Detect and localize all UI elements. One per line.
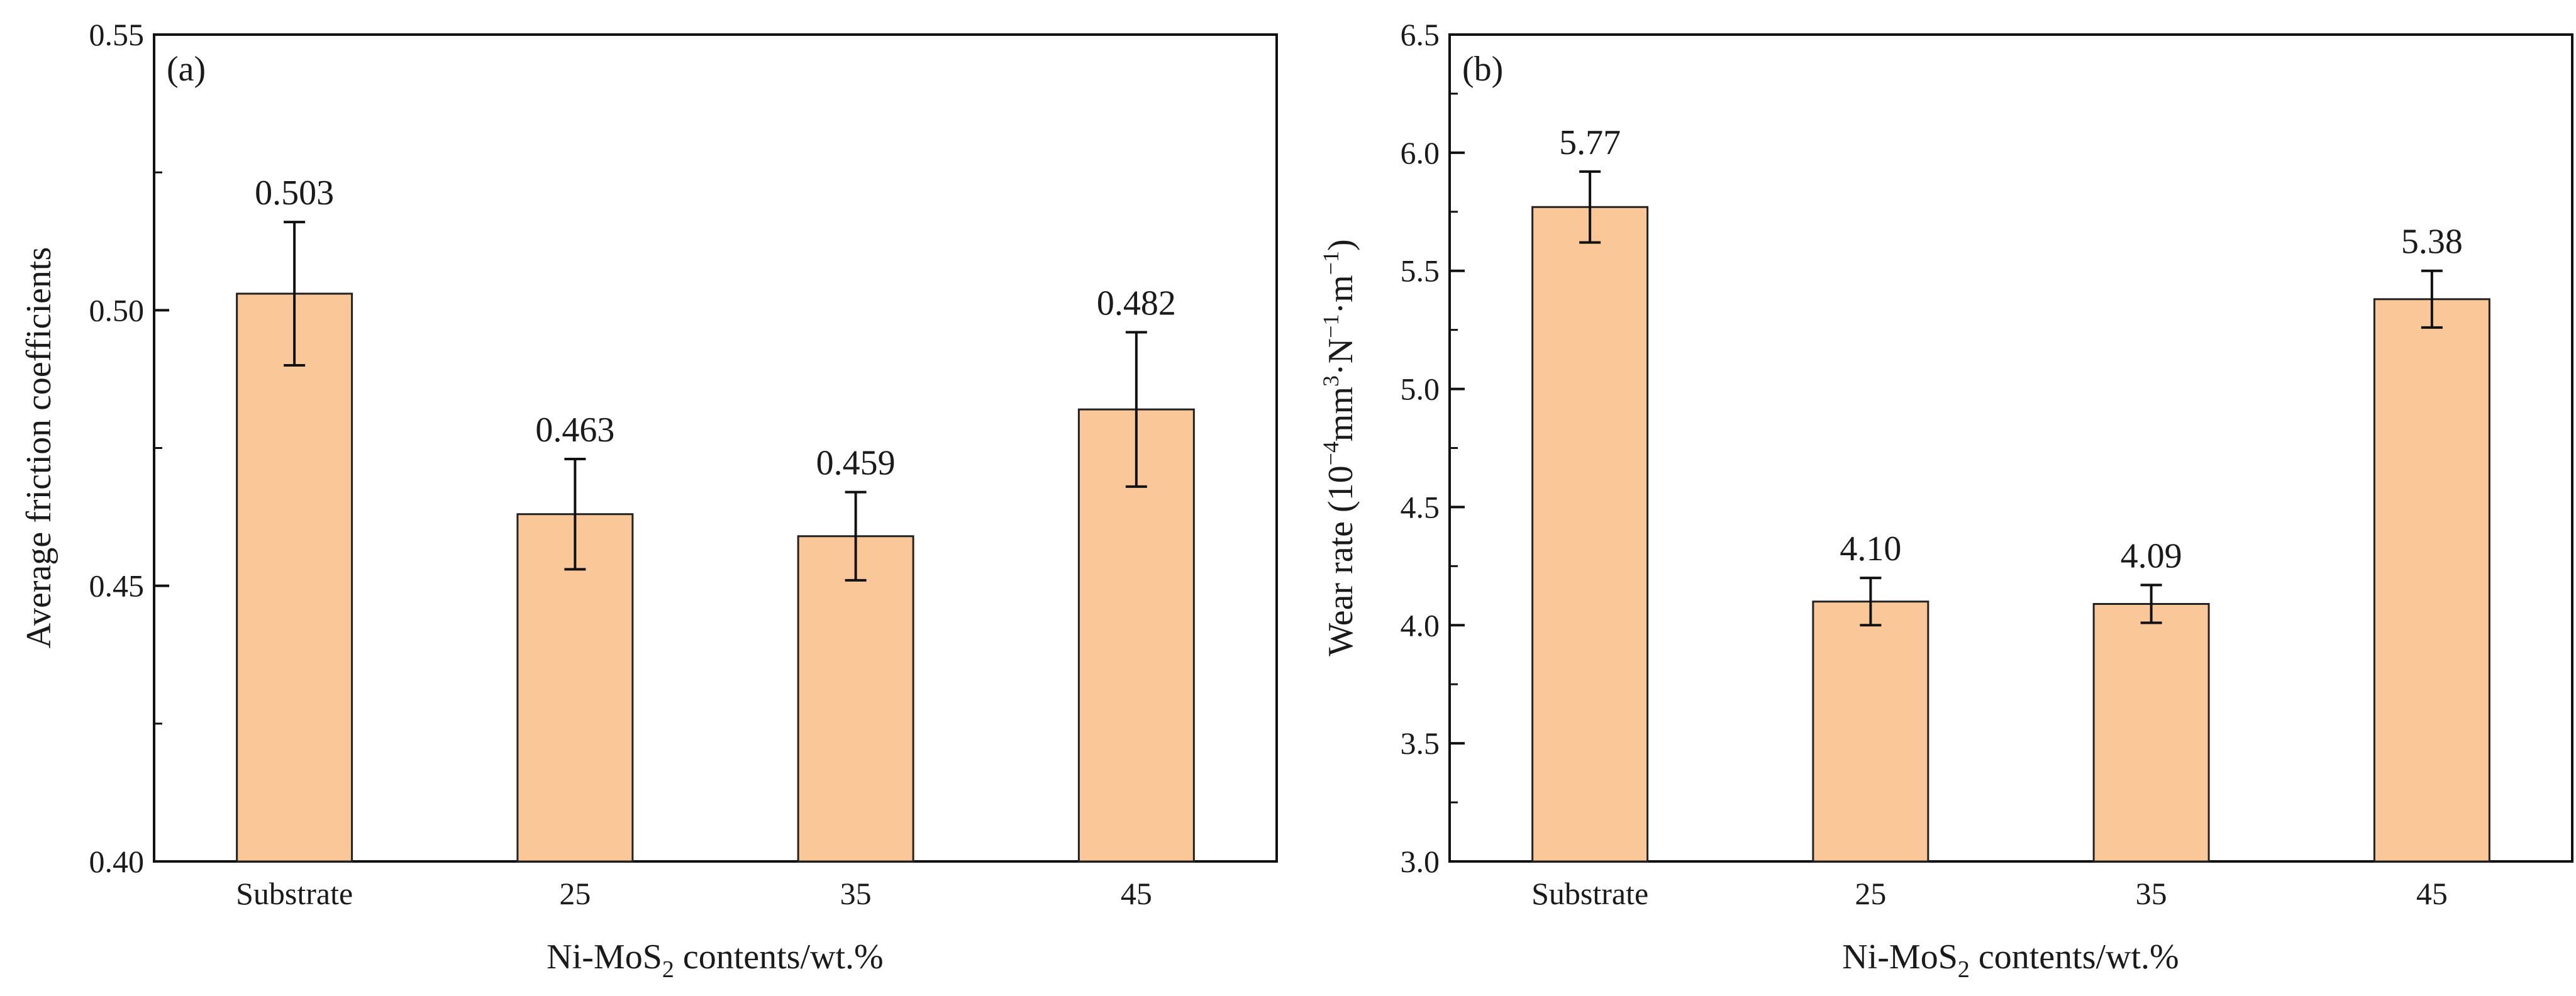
y-axis-title: Wear rate (10−4mm3·N−1·m−1) [1318,239,1360,656]
x-axis-ticks: Substrate 25 35 45 [236,848,1152,911]
y-tick-label: 5.5 [1401,253,1440,289]
y-axis-title-exp4: −1 [1318,251,1343,275]
x-tick-label: 35 [840,876,872,911]
y-axis-title-exp1: −4 [1318,441,1343,465]
x-tick-label: Substrate [236,876,353,911]
x-axis-title: Ni-MoS2 contents/wt.% [1842,938,2179,983]
bar [1531,206,1649,863]
bar [797,535,914,863]
y-tick-label: 0.50 [89,292,145,328]
data-label: 5.77 [1559,123,1621,162]
data-label: 0.463 [535,411,614,450]
y-axis-title-mid3: ·m [1321,275,1360,314]
bar-series: 0.503 0.463 0.459 0.482 [236,174,1195,863]
y-tick-label: 0.40 [89,844,145,879]
y-axis-ticks: 0.40 0.45 0.50 0.55 [89,17,169,879]
y-tick-label: 0.55 [89,17,145,52]
x-tick-label: Substrate [1531,876,1648,911]
y-tick-label: 5.0 [1401,372,1440,407]
y-axis-title-mid2: ·N [1321,338,1360,375]
y-axis-title-mid1: mm [1321,387,1360,441]
x-axis-title-subscript: 2 [662,956,674,983]
data-label: 0.459 [816,444,896,483]
x-tick-label: 25 [1855,876,1886,911]
panel-a: 0.400.450.500.55 Substrate 25 35 45 0.5030.… [19,17,1278,983]
y-tick-label: 6.0 [1401,135,1440,170]
x-axis-title-prefix: Ni-MoS [1842,938,1958,977]
x-axis-title-suffix: contents/wt.% [1970,938,2179,977]
y-tick-label: 4.0 [1401,607,1440,643]
bar [2373,298,2490,863]
data-label: 4.10 [1840,529,1901,568]
y-tick-label: 0.45 [89,568,145,604]
y-tick-label: 4.5 [1401,489,1440,524]
x-axis-title-prefix: Ni-MoS [547,938,662,977]
data-label: 0.503 [255,174,334,213]
y-axis-ticks: 3.0 3.5 4.0 4.5 5.0 5.5 6.0 6.5 [1401,17,1465,879]
data-label: 0.482 [1097,284,1176,323]
data-label: 5.38 [2401,223,2463,262]
y-axis-title-prefix: Wear rate (10 [1321,465,1360,656]
x-tick-label: 45 [1121,876,1152,911]
panel-b: 3.0 3.5 4.0 4.5 5.0 5.5 6.0 6.5 Substrate 25 35 45… [1318,17,2573,983]
data-label: 4.09 [2121,536,2182,575]
x-tick-label: 45 [2416,876,2448,911]
x-axis-title-subscript: 2 [1958,956,1970,983]
panel-label: (b) [1462,50,1503,89]
x-tick-label: 35 [2136,876,2167,911]
bar-series: 5.77 4.10 4.09 5.38 [1531,123,2490,863]
bar [2092,602,2210,863]
y-tick-label: 3.0 [1401,844,1440,879]
y-axis-title-exp3: −1 [1318,314,1343,338]
panel-label: (a) [167,50,206,89]
y-tick-label: 3.5 [1401,726,1440,761]
x-tick-label: 25 [559,876,591,911]
y-axis-title-exp2: 3 [1318,375,1343,387]
bar [516,513,634,863]
x-axis-ticks: Substrate 25 35 45 [1531,848,2448,911]
y-axis-title-suffix: ) [1321,239,1360,251]
bar [236,292,353,863]
bar [1812,600,1929,863]
x-axis-title-suffix: contents/wt.% [674,938,884,977]
y-axis-title: Average friction coefficients [19,247,58,649]
y-tick-label: 6.5 [1401,17,1440,52]
x-axis-title: Ni-MoS2 contents/wt.% [547,938,883,983]
